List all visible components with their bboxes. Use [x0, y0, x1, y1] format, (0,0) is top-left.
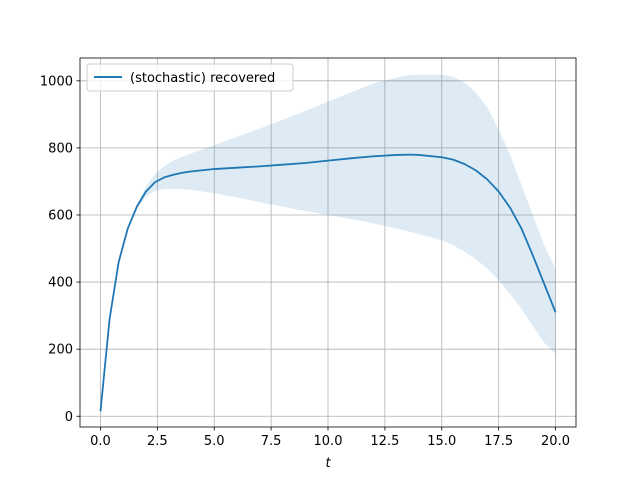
series-line-recovered	[99, 153, 557, 412]
grid	[80, 58, 576, 427]
x-tick-label: 12.5	[370, 434, 399, 449]
x-tick-label: 20.0	[541, 434, 570, 449]
x-tick-label: 15.0	[427, 434, 456, 449]
x-axis-label: t	[325, 456, 331, 471]
y-tick-label: 600	[48, 208, 73, 223]
x-tick-label: 0.0	[90, 434, 111, 449]
x-axis-ticks: 0.0 2.5 5.0 7.5 10.0 12.5 15.0 17.5 20.0	[90, 427, 570, 449]
legend-label: (stochastic) recovered	[130, 71, 275, 86]
y-tick-label: 200	[48, 343, 73, 358]
legend-frame	[86, 63, 294, 92]
legend: (stochastic) recovered	[86, 63, 294, 92]
y-tick-label: 1000	[40, 74, 73, 89]
y-axis-ticks: 0 200 400 600 800 1000	[40, 74, 80, 425]
x-tick-label: 17.5	[484, 434, 513, 449]
x-tick-label: 7.5	[261, 434, 282, 449]
y-tick-label: 800	[48, 141, 73, 156]
x-tick-label: 2.5	[147, 434, 168, 449]
x-tick-label: 5.0	[204, 434, 225, 449]
confidence-band	[100, 74, 556, 412]
y-tick-label: 400	[48, 276, 73, 291]
y-tick-label: 0	[65, 410, 73, 425]
std-band-area	[100, 74, 556, 412]
x-tick-label: 10.0	[314, 434, 343, 449]
series-lines	[99, 153, 557, 412]
